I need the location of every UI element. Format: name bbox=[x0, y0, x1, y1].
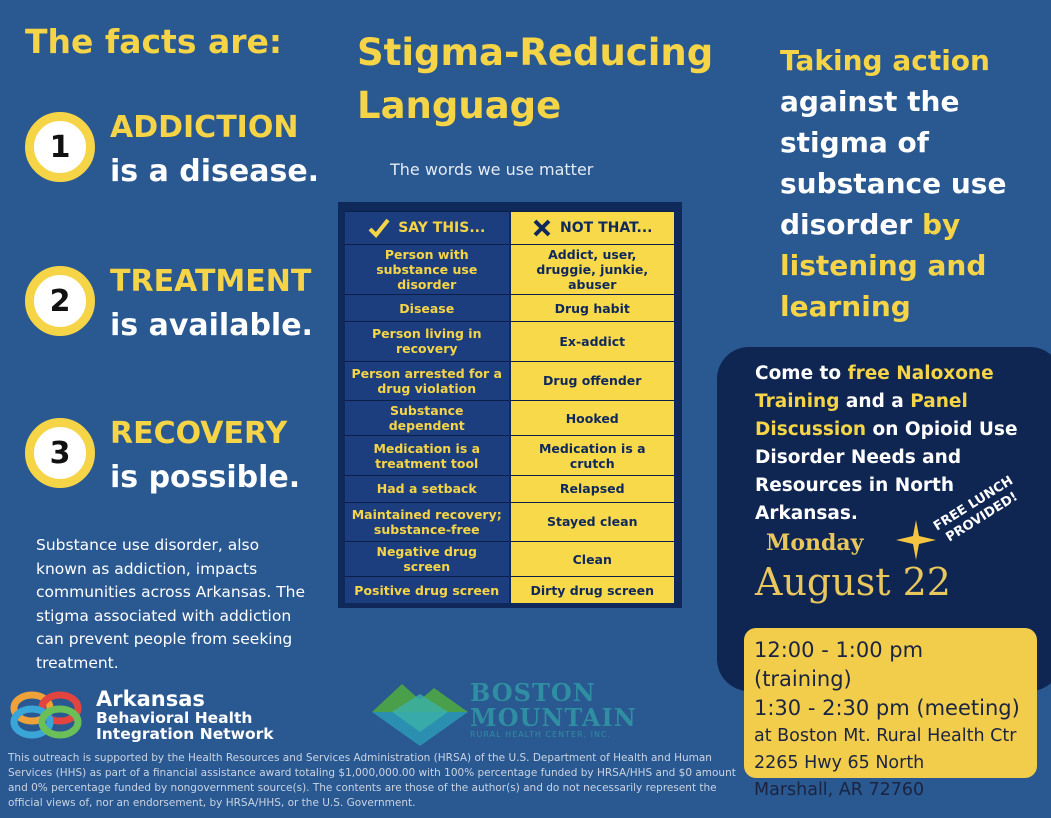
x-icon bbox=[533, 219, 551, 237]
say-cell: Person living in recovery bbox=[345, 321, 509, 361]
table-header: SAY THIS... NOT THAT... bbox=[345, 211, 674, 245]
logo-line: RURAL HEALTH CENTER, INC. bbox=[470, 730, 612, 739]
not-cell: Ex-addict bbox=[510, 321, 674, 361]
schedule-line: 12:00 - 1:00 pm (training) bbox=[754, 638, 924, 691]
event-details: 12:00 - 1:00 pm (training) 1:30 - 2:30 pm… bbox=[744, 628, 1037, 800]
star-burst bbox=[896, 520, 936, 560]
location-line: Marshall, AR 72760 bbox=[754, 780, 925, 800]
table-row: Substance dependent Hooked bbox=[345, 400, 674, 436]
disclaimer: This outreach is supported by the Health… bbox=[8, 752, 736, 809]
say-cell: Person arrested for a drug violation bbox=[345, 361, 509, 401]
fact-rest: is possible. bbox=[110, 460, 301, 495]
say-cell: Medication is a treatment tool bbox=[345, 436, 509, 475]
action-statement: Taking action against the stigma of subs… bbox=[780, 40, 1035, 327]
logo-line: MOUNTAIN bbox=[470, 703, 637, 732]
logo-line: Integration Network bbox=[96, 725, 274, 743]
fact-number: 2 bbox=[25, 266, 95, 336]
text-segment: Panel Discussion bbox=[755, 391, 968, 440]
boston-logo-text: BOSTON MOUNTAIN RURAL HEALTH CENTER, INC. bbox=[470, 680, 637, 740]
fact-rest: is a disease. bbox=[110, 154, 320, 189]
table-row: Person arrested for a drug violation Drug… bbox=[345, 360, 674, 401]
facts-paragraph: Substance use disorder, also known as ad… bbox=[36, 536, 306, 672]
not-cell: Drug habit bbox=[510, 295, 674, 321]
event-date: August 22 bbox=[755, 560, 951, 604]
stigma-title: Stigma-Reducing Language bbox=[357, 31, 714, 127]
fact-rest: is available. bbox=[110, 308, 313, 343]
say-cell: Person with substance use disorder bbox=[345, 245, 509, 295]
facts-title: The facts are: bbox=[25, 22, 283, 61]
text-segment: on Opioid Use Disorder Needs and Resourc… bbox=[755, 419, 1018, 524]
header-cell: NOT THAT... bbox=[510, 212, 674, 245]
not-cell: Addict, user, druggie, junkie, abuser bbox=[510, 245, 674, 295]
text-segment: Come to bbox=[755, 363, 842, 384]
table-row: Disease Drug habit bbox=[345, 294, 674, 321]
table-row: Had a setback Relapsed bbox=[345, 474, 674, 502]
not-cell: Drug offender bbox=[510, 361, 674, 401]
event-day: Monday bbox=[766, 530, 864, 556]
event-intro: Come to free Naloxone Training and a Pan… bbox=[755, 360, 1030, 528]
not-cell: Stayed clean bbox=[510, 502, 674, 542]
fact-keyword: ADDICTION bbox=[110, 110, 299, 145]
not-cell: Clean bbox=[510, 542, 674, 577]
schedule-line: 1:30 - 2:30 pm (meeting) bbox=[754, 696, 1020, 720]
fact-number: 3 bbox=[25, 418, 95, 488]
table-row: Maintained recovery; substance-free Staye… bbox=[345, 501, 674, 542]
table-row: Person with substance use disorder Addict… bbox=[345, 244, 674, 295]
header-text: SAY THIS... bbox=[398, 219, 486, 236]
language-table: SAY THIS... NOT THAT... Person with subs… bbox=[338, 202, 682, 608]
say-cell: Maintained recovery; substance-free bbox=[345, 502, 509, 542]
text-segment: by listening and learning bbox=[780, 208, 987, 323]
table-row: Negative drug screen Clean bbox=[345, 541, 674, 577]
not-cell: Medication is a crutch bbox=[510, 436, 674, 475]
table-row: Positive drug screen Dirty drug screen bbox=[345, 576, 674, 603]
boston-logo-mark bbox=[372, 684, 468, 746]
not-cell: Hooked bbox=[510, 401, 674, 436]
check-icon bbox=[368, 218, 390, 239]
logo-line: Arkansas bbox=[96, 687, 205, 711]
location-line: at Boston Mt. Rural Health Ctr bbox=[754, 726, 1017, 746]
text-segment: Taking action bbox=[780, 44, 990, 77]
say-cell: Disease bbox=[345, 295, 509, 321]
text-segment: and a bbox=[845, 391, 904, 412]
abhin-logo-mark bbox=[10, 691, 82, 739]
fact-keyword: RECOVERY bbox=[110, 416, 288, 451]
text-segment: against the stigma of substance use diso… bbox=[780, 85, 1007, 241]
abhin-logo-text: Arkansas Behavioral Health Integration Net… bbox=[96, 688, 274, 742]
text-segment: free Naloxone Training bbox=[755, 363, 994, 412]
fact-number: 1 bbox=[25, 112, 95, 182]
header-text: NOT THAT... bbox=[560, 219, 653, 236]
not-cell: Relapsed bbox=[510, 475, 674, 502]
say-cell: Substance dependent bbox=[345, 401, 509, 436]
not-cell: Dirty drug screen bbox=[510, 577, 674, 603]
say-cell: Negative drug screen bbox=[345, 542, 509, 577]
logo-line: BOSTON bbox=[470, 678, 596, 707]
say-cell: Had a setback bbox=[345, 475, 509, 502]
table-row: Medication is a treatment tool Medication… bbox=[345, 435, 674, 475]
fact-keyword: TREATMENT bbox=[110, 264, 312, 299]
table-row: Person living in recovery Ex-addict bbox=[345, 320, 674, 361]
say-cell: Positive drug screen bbox=[345, 577, 509, 603]
header-cell: SAY THIS... bbox=[345, 212, 509, 245]
stigma-subtitle: The words we use matter bbox=[390, 160, 594, 179]
location-line: 2265 Hwy 65 North bbox=[754, 753, 925, 773]
logo-line: Behavioral Health bbox=[96, 709, 253, 727]
